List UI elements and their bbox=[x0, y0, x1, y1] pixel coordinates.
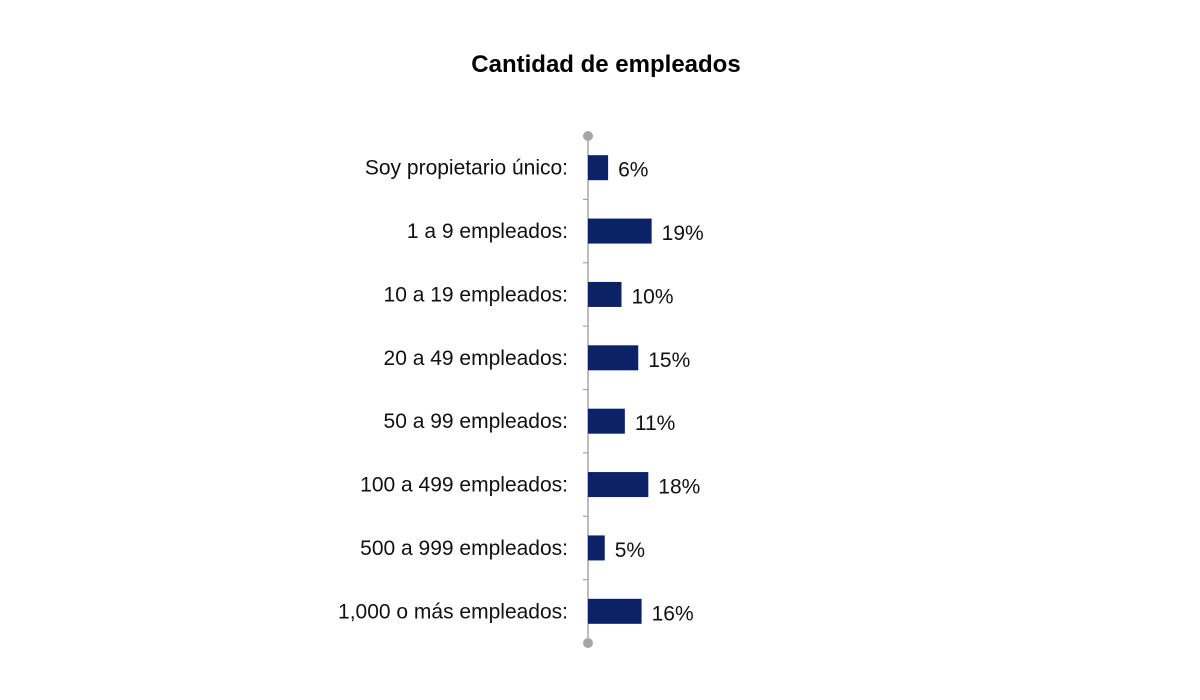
bars bbox=[588, 155, 652, 624]
data-label: 16% bbox=[652, 602, 694, 625]
category-label: Soy propietario único: bbox=[365, 157, 568, 180]
data-label: 10% bbox=[632, 285, 674, 308]
bar bbox=[588, 535, 605, 561]
category-axis bbox=[583, 131, 593, 648]
labels: Soy propietario único: 6% 1 a 9 empleados:… bbox=[338, 157, 704, 626]
category-label: 1 a 9 empleados: bbox=[407, 220, 568, 243]
axis-end-cap-top bbox=[583, 131, 593, 141]
data-label: 6% bbox=[618, 159, 648, 182]
axis-end-cap-bottom bbox=[583, 638, 593, 648]
bar bbox=[588, 472, 649, 498]
category-label: 100 a 499 empleados: bbox=[360, 474, 568, 497]
data-label: 18% bbox=[658, 476, 700, 499]
bar bbox=[588, 345, 639, 371]
chart-title: Cantidad de empleados bbox=[471, 51, 740, 78]
bar bbox=[588, 155, 609, 181]
bar bbox=[588, 281, 622, 307]
category-label: 1,000 o más empleados: bbox=[338, 600, 568, 623]
data-label: 15% bbox=[648, 349, 690, 372]
category-label: 10 a 19 empleados: bbox=[384, 283, 568, 306]
data-label: 11% bbox=[635, 412, 675, 435]
bar bbox=[588, 408, 625, 434]
bar bbox=[588, 218, 652, 244]
category-label: 500 a 999 empleados: bbox=[360, 537, 568, 560]
bar bbox=[588, 598, 642, 624]
data-label: 19% bbox=[662, 222, 704, 245]
category-label: 50 a 99 empleados: bbox=[384, 410, 568, 433]
category-label: 20 a 49 empleados: bbox=[384, 347, 568, 370]
data-label: 5% bbox=[615, 539, 645, 562]
